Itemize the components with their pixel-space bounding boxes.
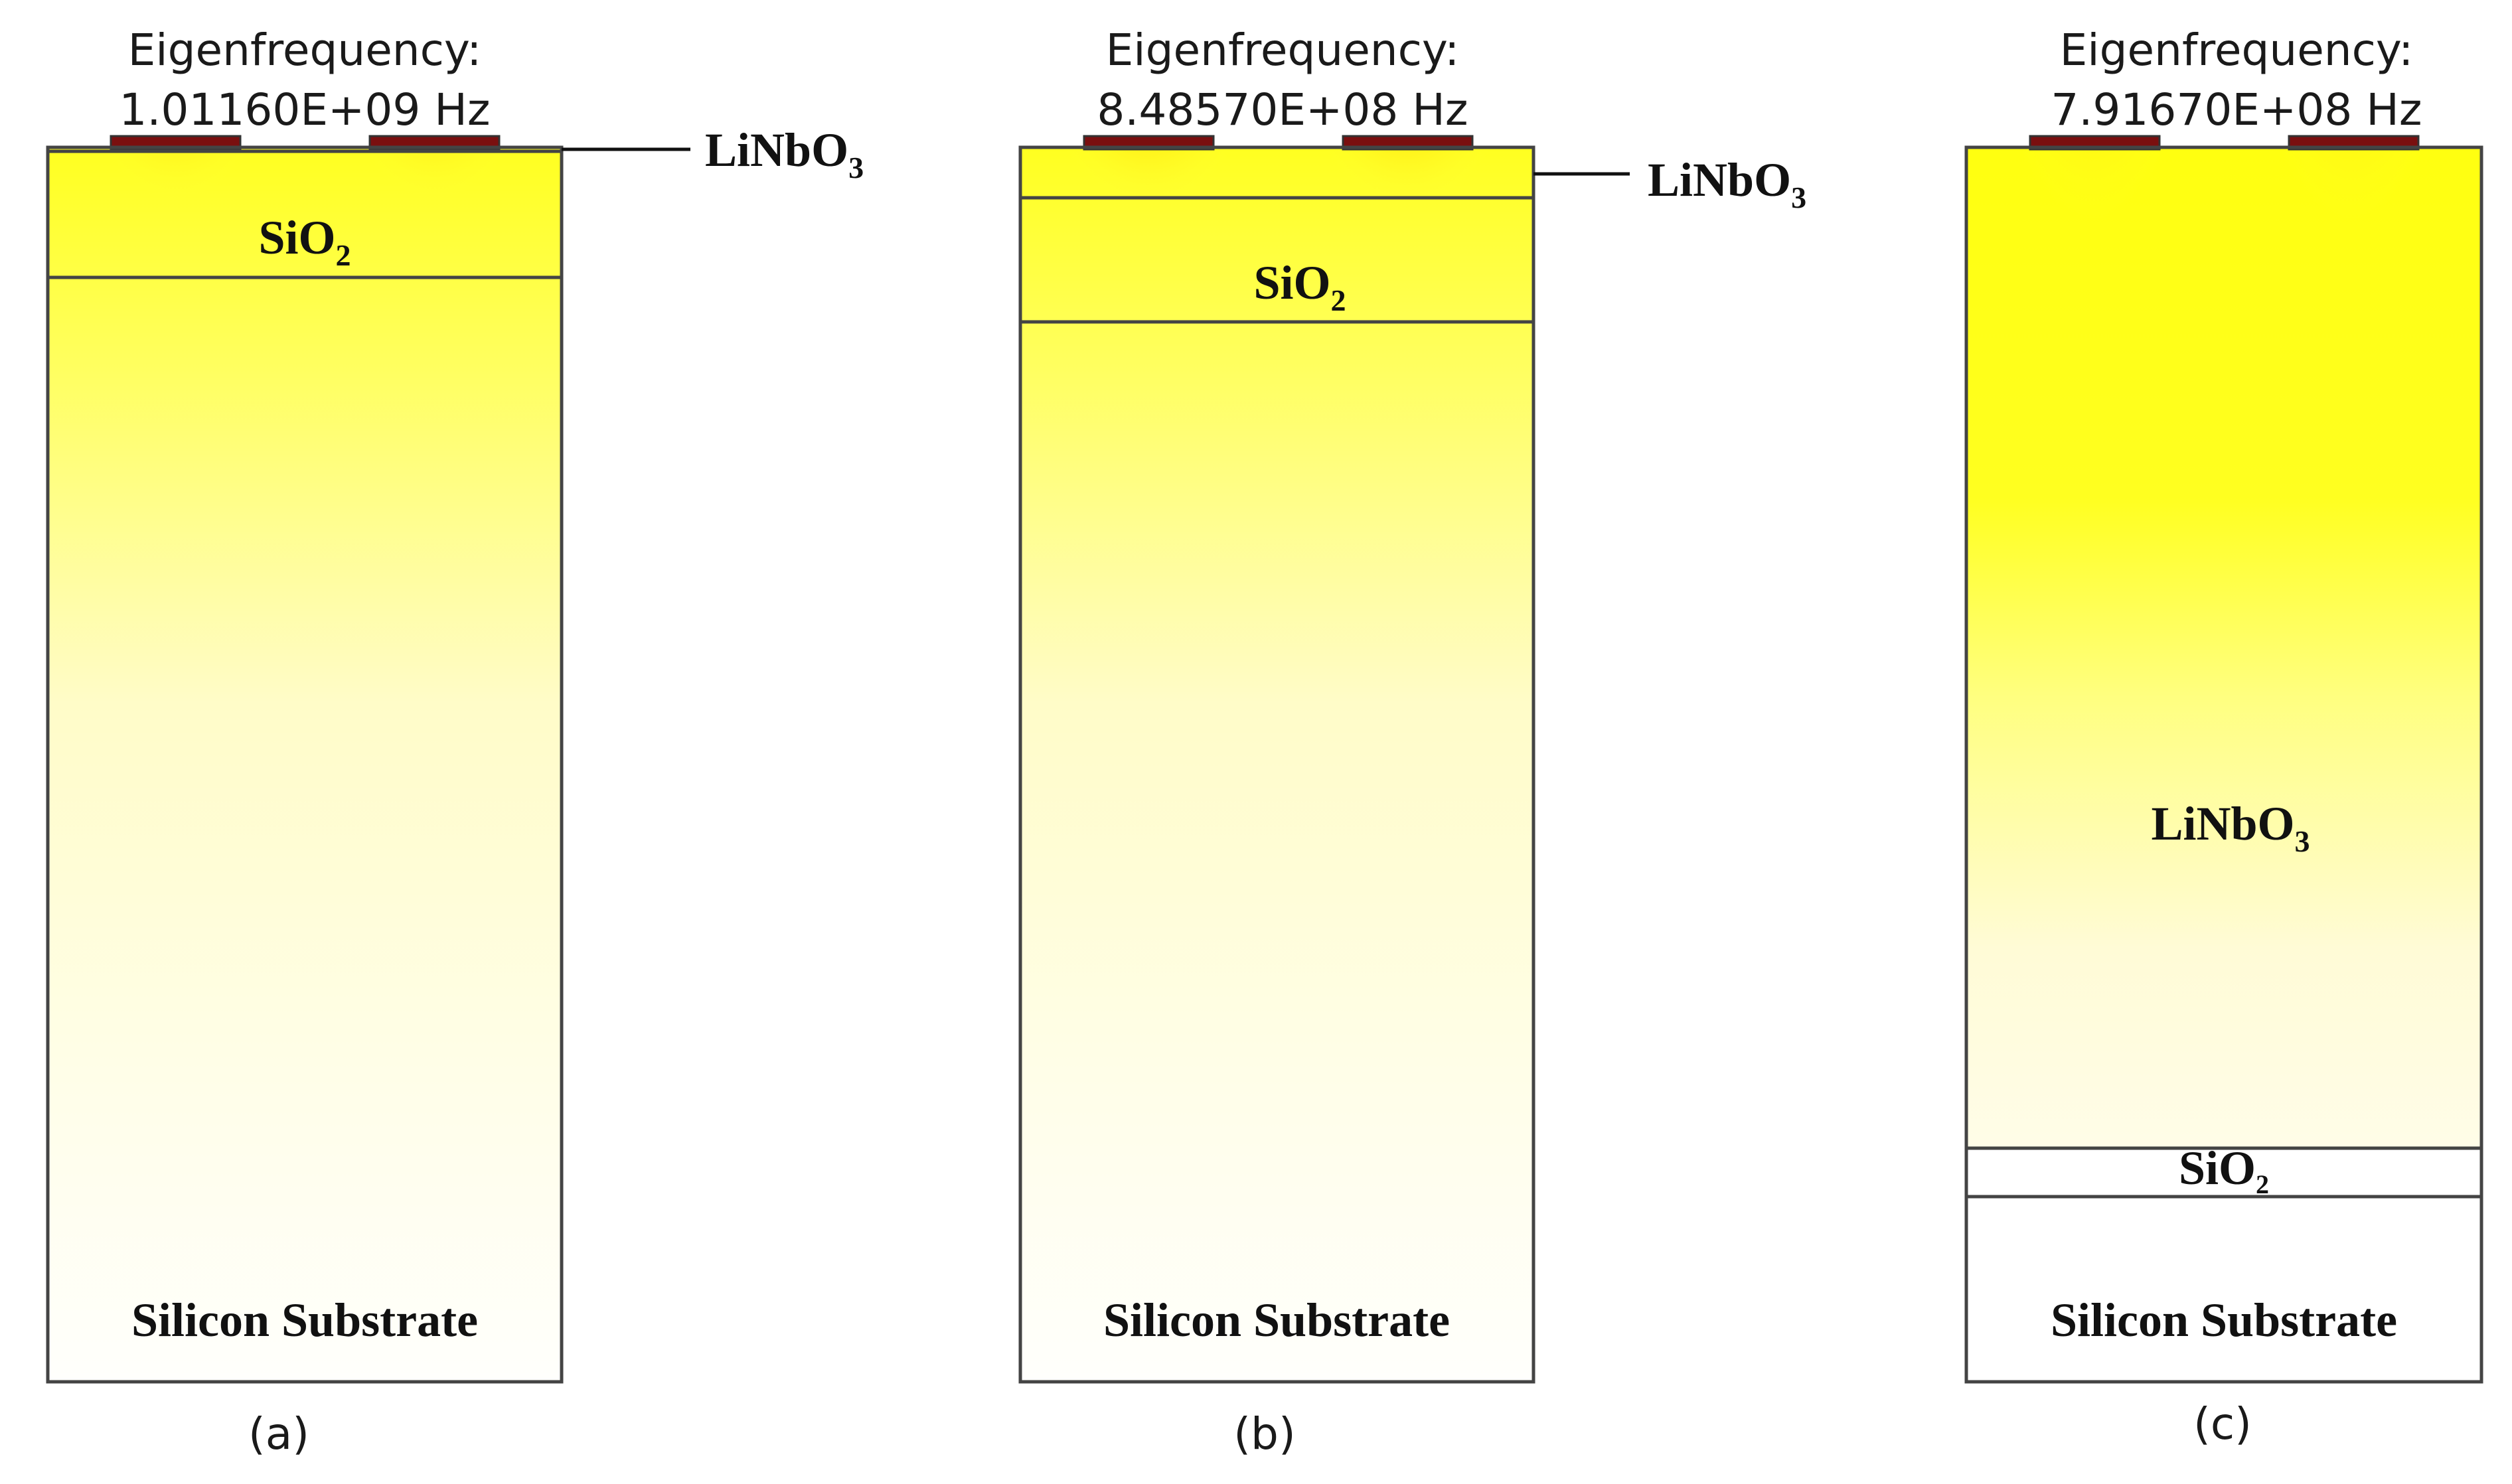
sio2-label-b: SiO2 — [1253, 256, 1346, 317]
eigenfrequency-label-c: Eigenfrequency: — [2060, 25, 2414, 76]
eigenfrequency-value-a: 1.01160E+09 Hz — [119, 84, 490, 135]
eigenfrequency-label-a: Eigenfrequency: — [128, 25, 482, 76]
eigenfrequency-value-b: 8.48570E+08 Hz — [1097, 84, 1468, 135]
heatmap-a — [48, 147, 562, 1382]
eigenfrequency-value-c: 7.91670E+08 Hz — [2051, 84, 2422, 135]
caption-c: (c) — [2193, 1398, 2252, 1449]
domain-boundary-b — [1018, 145, 1535, 1384]
sio2-label-a: SiO2 — [258, 211, 351, 272]
panel-c: Eigenfrequency: 7.91670E+08 Hz LiNbO3 Si… — [1964, 25, 2483, 1449]
substrate-label-c: Silicon Substrate — [2051, 1294, 2397, 1347]
substrate-label-a: Silicon Substrate — [131, 1294, 478, 1347]
substrate-label-b: Silicon Substrate — [1103, 1294, 1450, 1347]
linbo3-callout-b: LiNbO3 — [1648, 153, 1806, 214]
eigenfrequency-label-b: Eigenfrequency: — [1106, 25, 1460, 76]
linbo3-callout-a: LiNbO3 — [705, 123, 864, 185]
linbo3-label-c: LiNbO3 — [2151, 797, 2310, 858]
domain-boundary-c — [1964, 145, 2483, 1384]
caption-a: (a) — [248, 1408, 309, 1459]
caption-b: (b) — [1233, 1408, 1295, 1459]
heatmap-b — [1020, 147, 1533, 1382]
domain-boundary-a — [46, 145, 564, 1384]
heatmap-c — [1966, 147, 2481, 1148]
sio2-label-c: SiO2 — [2179, 1142, 2269, 1199]
panel-b: Eigenfrequency: 8.48570E+08 Hz SiO2 LiNb… — [1018, 25, 1806, 1459]
panel-a: Eigenfrequency: 1.01160E+09 Hz SiO2 LiNb… — [46, 25, 864, 1459]
